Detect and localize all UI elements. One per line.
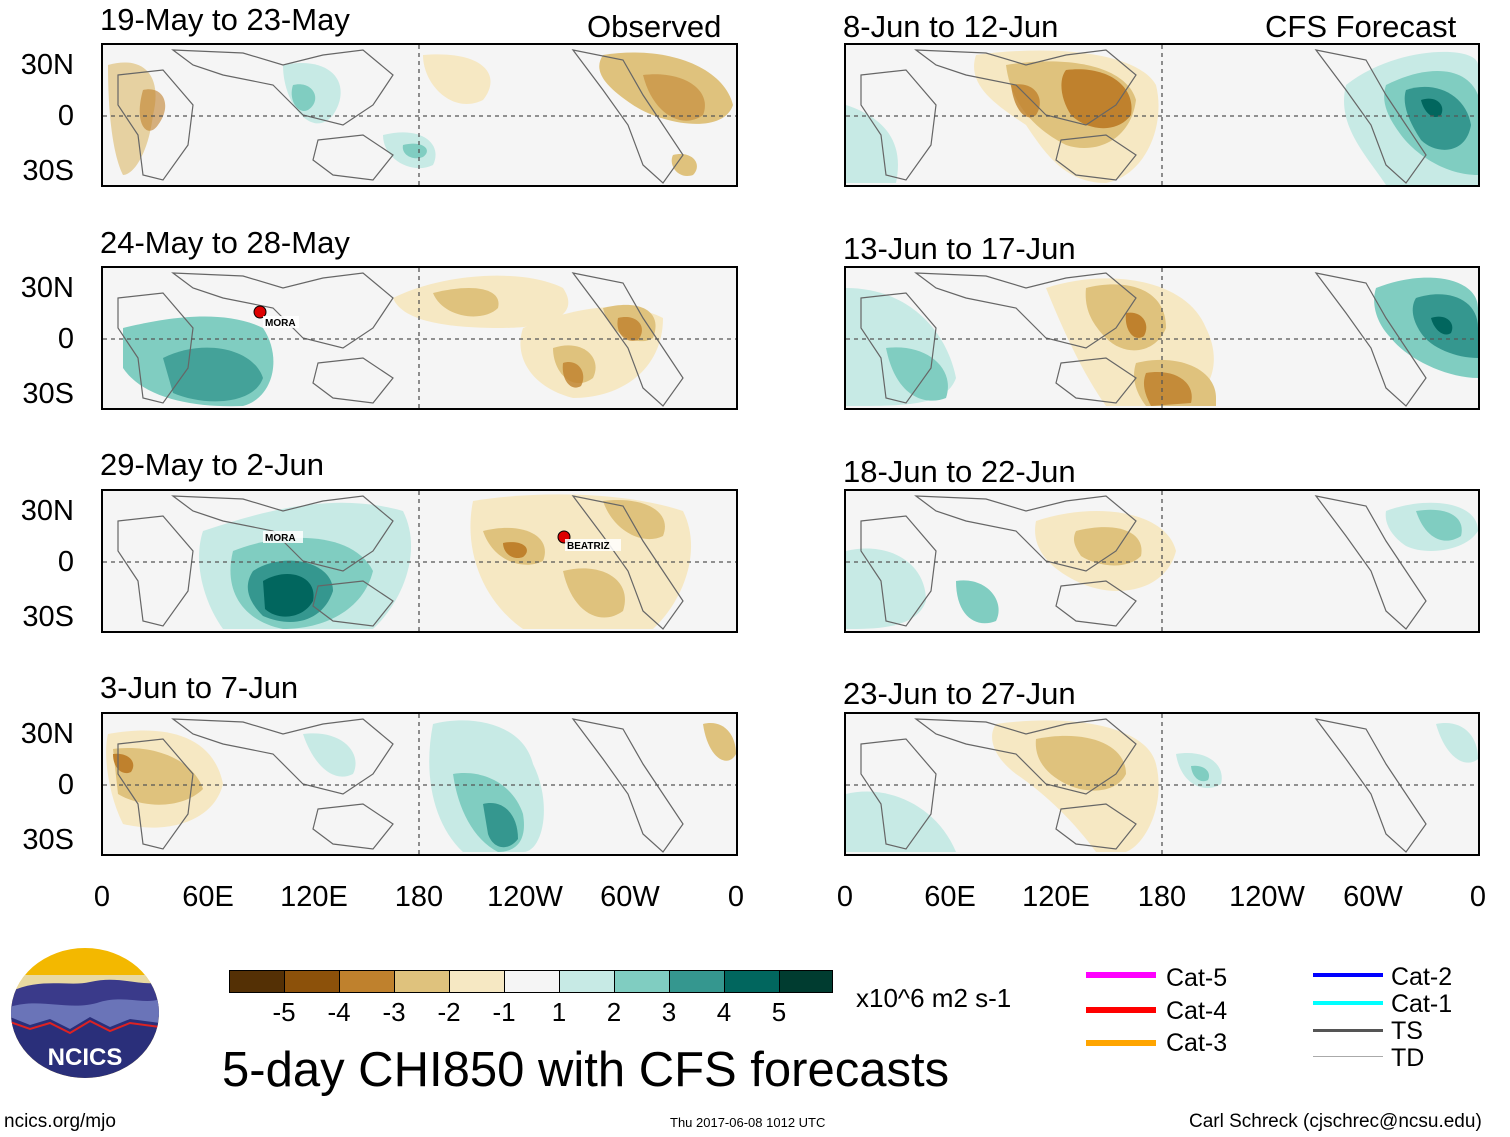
colorbar-label: -2 (437, 997, 461, 1027)
observed-map-1 (101, 43, 738, 187)
lat-label-30s: 30S (22, 378, 74, 410)
colorbar-cell (669, 970, 725, 993)
colorbar-cell (504, 970, 560, 993)
colorbar-label: 5 (771, 997, 787, 1027)
colorbar-label: 3 (661, 997, 677, 1027)
colorbar-cell (614, 970, 670, 993)
lon-label-60w: 60W (600, 881, 660, 913)
lon-label-180: 180 (394, 881, 444, 913)
observed-map-4 (101, 712, 738, 856)
lat-label-30s: 30S (22, 601, 74, 633)
legend-line-cat5 (1086, 972, 1156, 978)
storm-beatriz-label: BEATRIZ (567, 541, 610, 552)
lat-label-eq: 0 (57, 323, 74, 355)
lon-label-120w: 120W (487, 881, 563, 913)
storm-mora-marker (253, 305, 267, 319)
lat-label-30n: 30N (20, 718, 74, 750)
footer-credit: Carl Schreck (cjschrec@ncsu.edu) (1189, 1111, 1482, 1132)
observed-panel-4-title: 3-Jun to 7-Jun (100, 670, 299, 705)
legend-line-cat2 (1313, 973, 1383, 977)
legend-label-cat2: Cat-2 (1391, 963, 1453, 991)
observed-map-2: MORA (101, 266, 738, 410)
colorbar-cell (339, 970, 395, 993)
legend-line-cat4 (1086, 1007, 1156, 1013)
lon-label-60w: 60W (1343, 881, 1403, 913)
colorbar-cell (229, 970, 285, 993)
colorbar-label: 2 (606, 997, 622, 1027)
lon-label-360: 0 (1469, 881, 1487, 913)
ncics-logo: NCICS (10, 947, 160, 1079)
footer-timestamp: Thu 2017-06-08 1012 UTC (670, 1115, 826, 1130)
forecast-map-3 (844, 489, 1480, 633)
lon-label-180: 180 (1137, 881, 1187, 913)
storm-mora-label: MORA (265, 318, 296, 329)
lat-label-30n: 30N (20, 495, 74, 527)
colorbar-label: -3 (382, 997, 406, 1027)
forecast-panel-1-title: 8-Jun to 12-Jun (843, 9, 1059, 44)
legend-line-td (1313, 1056, 1383, 1057)
legend-label-cat5: Cat-5 (1166, 964, 1228, 992)
lon-label-60e: 60E (924, 881, 976, 913)
lat-label-eq: 0 (57, 100, 74, 132)
forecast-panel-2-title: 13-Jun to 17-Jun (843, 231, 1076, 266)
forecast-panel-3-title: 18-Jun to 22-Jun (843, 454, 1076, 489)
observed-panel-2-title: 24-May to 28-May (100, 225, 350, 260)
lat-label-eq: 0 (57, 769, 74, 801)
lon-label-360: 0 (727, 881, 745, 913)
colorbar-cell (284, 970, 340, 993)
forecast-map-4 (844, 712, 1480, 856)
colorbar-label: -5 (272, 997, 296, 1027)
lon-label-120w: 120W (1229, 881, 1305, 913)
colorbar-cell (559, 970, 615, 993)
lat-label-eq: 0 (57, 546, 74, 578)
storm-mora-label-2: MORA (265, 533, 296, 544)
colorbar-units: x10^6 m2 s-1 (856, 983, 1012, 1013)
lon-label-120e: 120E (280, 881, 348, 913)
forecast-panel-4-title: 23-Jun to 27-Jun (843, 676, 1076, 711)
forecast-map-1 (844, 43, 1480, 187)
observed-map-3: MORA BEATRIZ (101, 489, 738, 633)
colorbar-cell (724, 970, 780, 993)
colorbar-label: -4 (327, 997, 351, 1027)
forecast-label: CFS Forecast (1265, 9, 1457, 44)
legend-line-cat1 (1313, 1001, 1383, 1005)
observed-panel-1-title: 19-May to 23-May (100, 2, 350, 37)
legend-line-cat3 (1086, 1040, 1156, 1046)
lat-label-30n: 30N (20, 272, 74, 304)
legend-label-td: TD (1391, 1044, 1425, 1072)
lat-label-30s: 30S (22, 824, 74, 856)
legend-label-cat3: Cat-3 (1166, 1029, 1228, 1057)
colorbar-label: 1 (551, 997, 567, 1027)
footer-url[interactable]: ncics.org/mjo (4, 1111, 116, 1132)
lon-label-0: 0 (836, 881, 854, 913)
legend-line-ts (1313, 1029, 1383, 1032)
colorbar-cell (779, 970, 833, 993)
colorbar-cell (449, 970, 505, 993)
lon-label-120e: 120E (1022, 881, 1090, 913)
lon-label-0: 0 (93, 881, 111, 913)
legend-label-ts: TS (1391, 1017, 1423, 1045)
colorbar-label: 4 (716, 997, 732, 1027)
colorbar-cell (394, 970, 450, 993)
legend-label-cat1: Cat-1 (1391, 990, 1453, 1018)
legend-label-cat4: Cat-4 (1166, 997, 1228, 1025)
observed-label: Observed (587, 9, 722, 44)
lon-label-60e: 60E (182, 881, 234, 913)
lat-label-30n: 30N (20, 49, 74, 81)
ncics-logo-text: NCICS (48, 1044, 123, 1071)
main-title: 5-day CHI850 with CFS forecasts (222, 1043, 950, 1097)
colorbar-label: -1 (492, 997, 516, 1027)
forecast-map-2 (844, 266, 1480, 410)
lat-label-30s: 30S (22, 155, 74, 187)
observed-panel-3-title: 29-May to 2-Jun (100, 447, 324, 482)
